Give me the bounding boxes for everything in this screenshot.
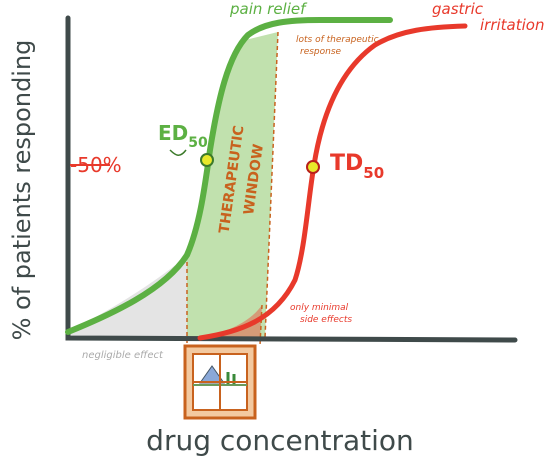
gastric-label: gastric — [432, 0, 484, 18]
ed-sub: 50 — [188, 135, 208, 151]
pain-relief-curve — [65, 17, 393, 335]
axes — [65, 15, 518, 343]
td50-point — [306, 160, 320, 174]
negligible-note: negligible effect — [82, 350, 164, 361]
response-note: lots of therapeutic — [296, 35, 379, 45]
pain-label: pain relief — [229, 0, 308, 18]
fifty-label: -50% — [70, 153, 122, 177]
ed50-label: ED50 — [158, 121, 208, 151]
ed-text: ED — [158, 121, 188, 145]
td-text: TD — [330, 151, 363, 176]
side-effect-note: only minimal — [290, 303, 349, 313]
y-axis-label: % of patients responding — [8, 40, 36, 341]
ed50-arrow — [169, 149, 187, 156]
td-sub: 50 — [363, 164, 384, 182]
gastric-label: irritation — [480, 16, 544, 34]
ed50-point — [200, 153, 214, 167]
window-icon — [183, 344, 257, 420]
side-effect-region — [205, 305, 262, 338]
td50-label: TD50 — [330, 151, 384, 182]
guide-lines — [186, 31, 279, 346]
response-note: response — [300, 47, 342, 57]
x-axis-label: drug concentration — [146, 424, 414, 457]
therapeutic-region — [187, 32, 278, 338]
side-effect-note: side effects — [300, 315, 352, 325]
